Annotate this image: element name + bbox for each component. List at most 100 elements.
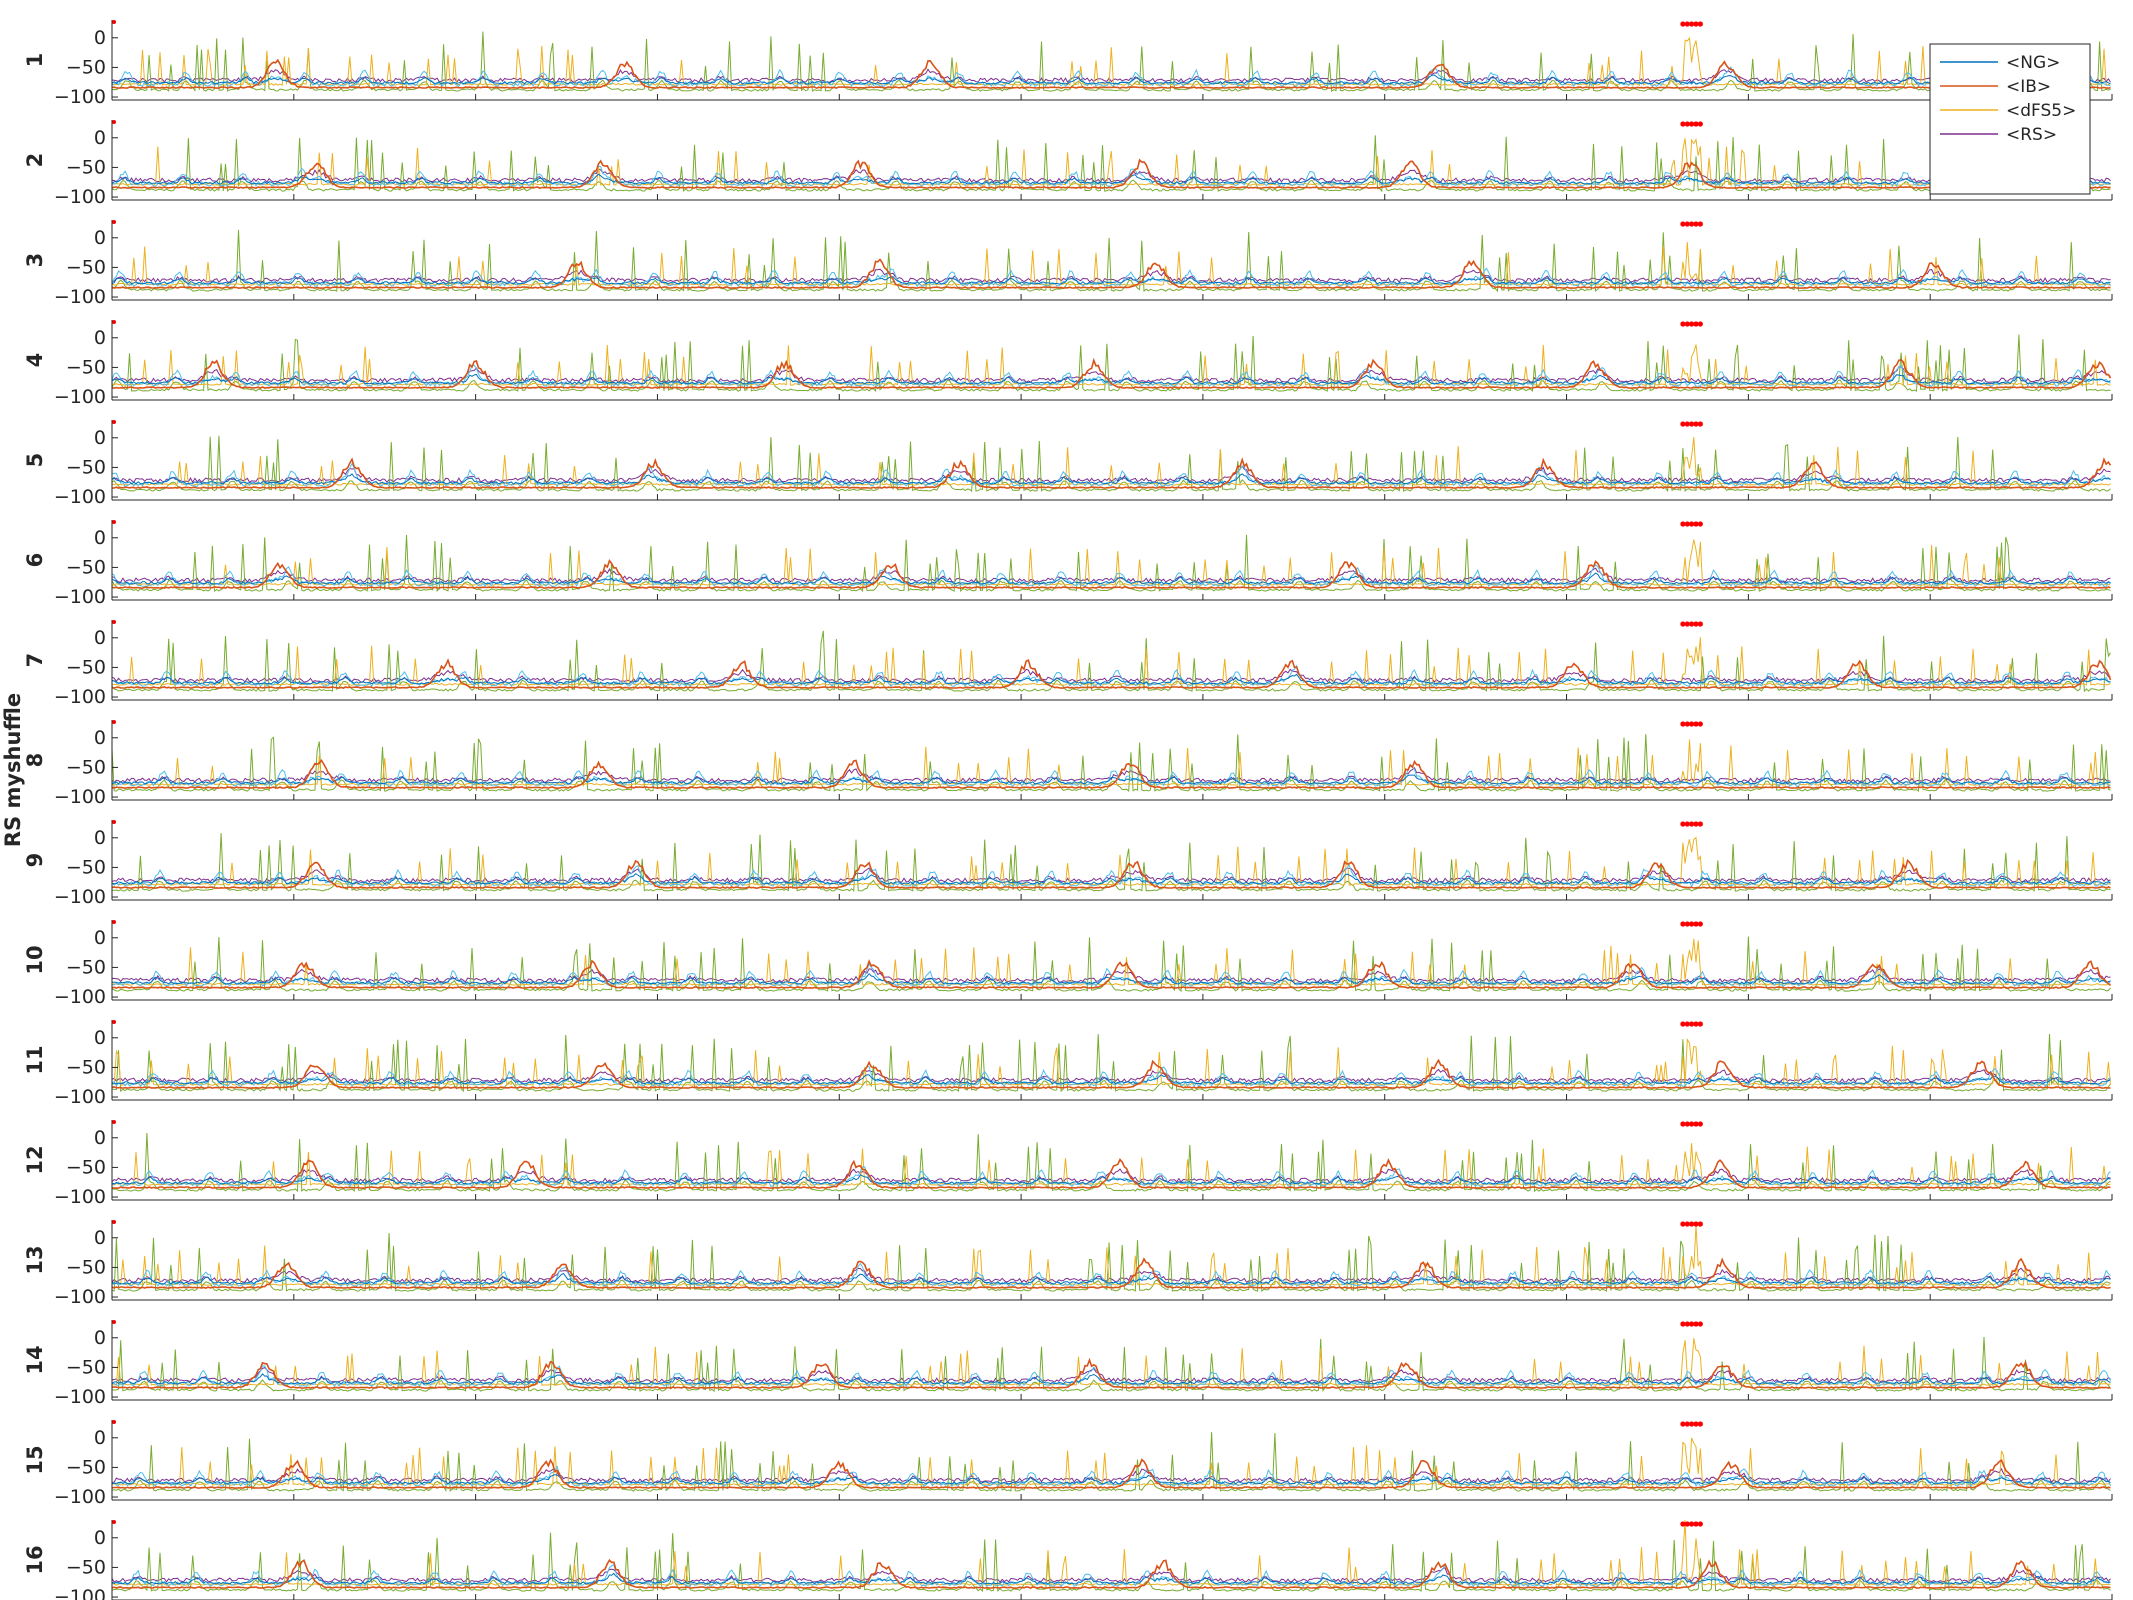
stimulus-marker	[1689, 1021, 1695, 1027]
trace-dfs5-row-12	[111, 1143, 2111, 1187]
start-marker	[112, 1120, 116, 1124]
trace-dfs5-row-16	[111, 1519, 2111, 1587]
trace-dfs5-row-15	[112, 1437, 2111, 1487]
stimulus-marker	[1693, 1021, 1699, 1027]
start-marker	[112, 1420, 116, 1424]
y-tick-label: −100	[54, 1386, 106, 1408]
trace-ib-row-11	[111, 1058, 2111, 1089]
start-marker	[112, 1320, 116, 1324]
legend-entry: <dFS5>	[2006, 101, 2076, 121]
stimulus-marker	[1680, 721, 1686, 727]
y-tick-label: −100	[54, 986, 106, 1008]
row-label: 9	[23, 853, 47, 868]
stimulus-marker	[1680, 121, 1686, 127]
stimulus-marker	[1684, 121, 1690, 127]
start-marker	[112, 620, 116, 624]
stimulus-marker	[1697, 821, 1703, 827]
start-marker	[112, 320, 116, 324]
trace-ib-row-2	[111, 158, 2111, 189]
subplot-row-14: 0 −50 −100 14	[23, 1320, 2113, 1408]
trace-green-row-13	[111, 1233, 2111, 1292]
y-tick-label: −50	[66, 1256, 106, 1278]
stimulus-marker	[1697, 621, 1703, 627]
legend: <NG> <IB> <dFS5> <RS>	[1929, 43, 2091, 195]
stimulus-marker	[1697, 1521, 1703, 1527]
stimulus-marker	[1684, 1021, 1690, 1027]
start-marker	[112, 520, 116, 524]
subplot-row-1: 0 −50 −100 1	[23, 20, 2113, 108]
stimulus-marker	[1680, 321, 1686, 327]
stimulus-marker	[1680, 521, 1686, 527]
stimulus-marker	[1689, 921, 1695, 927]
row-label: 4	[23, 353, 47, 368]
stimulus-marker	[1689, 721, 1695, 727]
stimulus-marker	[1697, 1221, 1703, 1227]
stimulus-marker	[1689, 821, 1695, 827]
row-label: 14	[23, 1345, 47, 1374]
stimulus-marker	[1684, 321, 1690, 327]
stimulus-marker	[1684, 521, 1690, 527]
trace-ib-row-9	[111, 858, 2111, 889]
y-tick-label: 0	[94, 1027, 106, 1049]
stimulus-marker	[1689, 421, 1695, 427]
start-marker	[112, 1220, 116, 1224]
trace-rs-row-6	[111, 567, 2111, 584]
stimulus-marker	[1693, 1521, 1699, 1527]
row-label: 10	[23, 945, 47, 974]
y-tick-label: −100	[54, 886, 106, 908]
y-tick-label: 0	[94, 1127, 106, 1149]
trace-rs-row-1	[111, 68, 2111, 84]
row-label: 8	[23, 753, 47, 768]
row-label: 16	[23, 1545, 47, 1574]
stimulus-marker	[1684, 921, 1690, 927]
row-label: 3	[23, 253, 47, 268]
stimulus-marker	[1693, 421, 1699, 427]
start-marker	[112, 820, 116, 824]
stimulus-marker	[1689, 21, 1695, 27]
y-tick-label: −100	[54, 186, 106, 208]
stimulus-marker	[1684, 621, 1690, 627]
trace-ib-row-10	[111, 959, 2112, 989]
trace-ng-row-13	[111, 1273, 2111, 1285]
y-tick-label: 0	[94, 527, 106, 549]
trace-cyan-row-8	[111, 763, 2111, 788]
trace-dfs5-row-10	[111, 938, 2111, 986]
subplot-row-11: 0 −50 −100 11	[23, 1020, 2113, 1108]
stimulus-marker	[1680, 421, 1686, 427]
y-tick-label: −50	[66, 456, 106, 478]
stimulus-marker	[1697, 221, 1703, 227]
subplot-row-5: 0 −50 −100 5	[23, 420, 2113, 508]
stimulus-marker	[1689, 1321, 1695, 1327]
y-axis-label: RS myshuffle	[1, 693, 25, 847]
y-tick-label: 0	[94, 1227, 106, 1249]
y-tick-label: −50	[66, 756, 106, 778]
row-label: 7	[23, 653, 47, 668]
trace-ng-row-7	[111, 673, 2111, 685]
trace-ib-row-14	[112, 1357, 2111, 1389]
trace-ng-row-8	[111, 774, 2111, 785]
trace-cyan-row-4	[111, 364, 2111, 388]
subplot-row-3: 0 −50 −100 3	[23, 220, 2113, 308]
trace-ib-row-16	[111, 1558, 2111, 1589]
y-tick-label: 0	[94, 827, 106, 849]
trace-cyan-row-16	[112, 1563, 2111, 1588]
stimulus-marker	[1684, 1321, 1690, 1327]
stimulus-marker	[1680, 1521, 1686, 1527]
stimulus-marker	[1693, 221, 1699, 227]
subplot-row-4: 0 −50 −100 4	[23, 320, 2113, 408]
y-tick-label: −100	[54, 686, 106, 708]
y-tick-label: −50	[66, 1056, 106, 1078]
legend-box	[1929, 43, 2091, 195]
stimulus-marker	[1689, 1121, 1695, 1127]
stimulus-marker	[1689, 1221, 1695, 1227]
trace-green-row-16	[111, 1532, 2111, 1593]
trace-ib-row-1	[111, 58, 2111, 89]
trace-ib-row-15	[111, 1458, 2111, 1489]
y-tick-label: −100	[54, 786, 106, 808]
y-tick-label: −100	[54, 386, 106, 408]
stimulus-marker	[1693, 21, 1699, 27]
trace-rs-row-9	[111, 867, 2111, 884]
start-marker	[112, 720, 116, 724]
stimulus-marker	[1684, 721, 1690, 727]
stimulus-marker	[1697, 321, 1703, 327]
